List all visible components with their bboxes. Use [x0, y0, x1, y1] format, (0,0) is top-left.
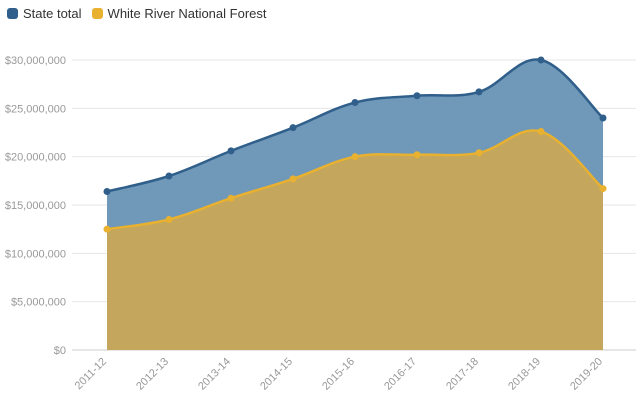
legend-swatch-white-river [91, 8, 103, 19]
legend-label-state-total: State total [23, 6, 82, 21]
y-tick-label: $5,000,000 [11, 297, 66, 309]
data-point-0 [475, 88, 483, 96]
data-point-0 [165, 172, 173, 180]
data-point-0 [351, 99, 359, 107]
data-point-1 [289, 175, 297, 183]
data-point-0 [599, 114, 607, 122]
x-tick-label: 2011-12 [73, 356, 109, 392]
y-axis-ticks: $0 $5,000,000 $10,000,000 $15,000,000 $20,00… [5, 55, 66, 357]
x-tick-label: 2017-18 [444, 356, 481, 393]
y-tick-label: $10,000,000 [5, 248, 66, 260]
data-point-1 [165, 216, 173, 223]
data-point-0 [227, 147, 235, 155]
data-point-0 [413, 92, 421, 100]
legend-item-state-total[interactable]: State total [7, 6, 82, 21]
x-tick-label: 2018-19 [506, 356, 543, 393]
chart-legend: State total White River National Forest [7, 6, 277, 21]
data-point-1 [103, 225, 111, 233]
y-tick-label: $25,000,000 [5, 103, 66, 115]
data-point-1 [537, 128, 545, 136]
x-axis-ticks: 2011-12 2012-13 2013-14 2014-15 2015-16 2016-… [73, 356, 605, 393]
data-point-0 [103, 187, 111, 195]
legend-swatch-state-total [7, 8, 18, 19]
data-point-1 [599, 185, 607, 193]
data-point-1 [413, 151, 421, 159]
y-tick-label: $20,000,000 [5, 152, 66, 164]
x-tick-label: 2015-16 [320, 356, 357, 393]
series-areas [106, 58, 604, 350]
data-point-1 [475, 149, 483, 157]
series-points [103, 56, 607, 233]
legend-item-white-river[interactable]: White River National Forest [91, 6, 267, 21]
data-point-0 [537, 56, 545, 64]
x-tick-label: 2014-15 [258, 356, 295, 393]
y-tick-label: $30,000,000 [5, 55, 66, 67]
x-tick-label: 2019-20 [568, 356, 605, 393]
legend-label-white-river: White River National Forest [107, 6, 267, 21]
data-point-1 [227, 194, 235, 202]
x-tick-label: 2012-13 [134, 356, 171, 393]
x-tick-label: 2016-17 [382, 356, 419, 393]
x-tick-label: 2013-14 [196, 356, 233, 393]
data-point-1 [351, 153, 359, 161]
y-tick-label: $0 [54, 345, 66, 357]
series-area-1 [107, 130, 603, 350]
y-tick-label: $15,000,000 [5, 200, 66, 212]
data-point-0 [289, 124, 297, 132]
